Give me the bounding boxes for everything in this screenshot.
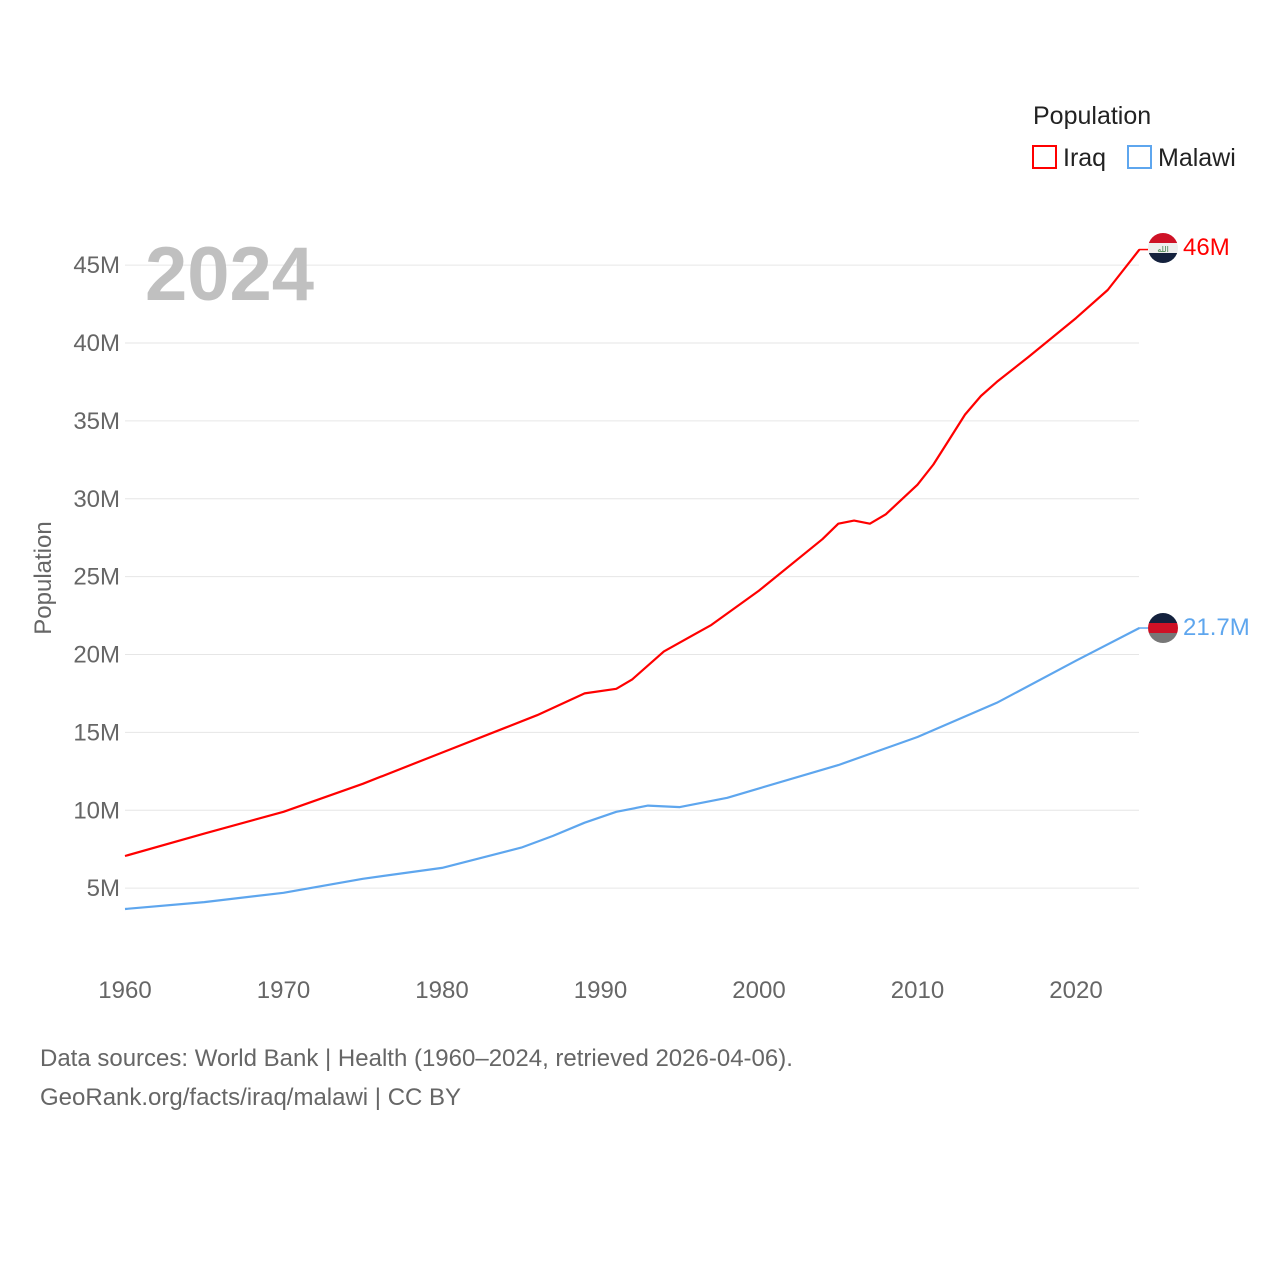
year-label: 2024 — [145, 232, 314, 317]
legend-item-iraq[interactable]: Iraq — [1032, 144, 1106, 172]
y-tick-label: 5M — [87, 875, 120, 902]
iraq-flag-icon: الله — [1148, 233, 1178, 263]
x-tick-label: 1960 — [98, 977, 151, 1004]
legend-label-iraq: Iraq — [1063, 144, 1106, 172]
malawi-flag-icon — [1148, 613, 1178, 643]
series-line-iraq — [124, 248, 1141, 858]
end-label-iraq: 46M — [1183, 234, 1230, 261]
footer-attribution[interactable]: GeoRank.org/facts/iraq/malawi | CC BY — [40, 1084, 462, 1111]
x-tick-label: 2020 — [1049, 977, 1102, 1004]
legend-label-malawi: Malawi — [1158, 144, 1236, 172]
y-tick-label: 40M — [73, 330, 120, 357]
y-axis-label: Population — [30, 521, 57, 634]
y-tick-label: 45M — [73, 252, 120, 279]
legend-swatch-malawi — [1127, 145, 1152, 169]
legend-title: Population — [1033, 102, 1151, 130]
y-tick-label: 35M — [73, 408, 120, 435]
legend-swatch-iraq — [1032, 145, 1057, 169]
y-tick-label: 15M — [73, 719, 120, 746]
x-tick-label: 1980 — [415, 977, 468, 1004]
x-tick-label: 1970 — [257, 977, 310, 1004]
x-tick-label: 2010 — [891, 977, 944, 1004]
y-tick-label: 10M — [73, 797, 120, 824]
x-tick-label: 1990 — [574, 977, 627, 1004]
footer-sources: Data sources: World Bank | Health (1960–… — [40, 1045, 793, 1072]
series-line-malawi — [124, 627, 1140, 911]
y-tick-label: 30M — [73, 486, 120, 513]
svg-text:الله: الله — [1157, 245, 1169, 254]
legend-item-malawi[interactable]: Malawi — [1127, 144, 1236, 172]
y-tick-label: 25M — [73, 564, 120, 591]
end-label-malawi: 21.7M — [1183, 614, 1250, 641]
x-tick-label: 2000 — [732, 977, 785, 1004]
y-tick-label: 20M — [73, 642, 120, 669]
